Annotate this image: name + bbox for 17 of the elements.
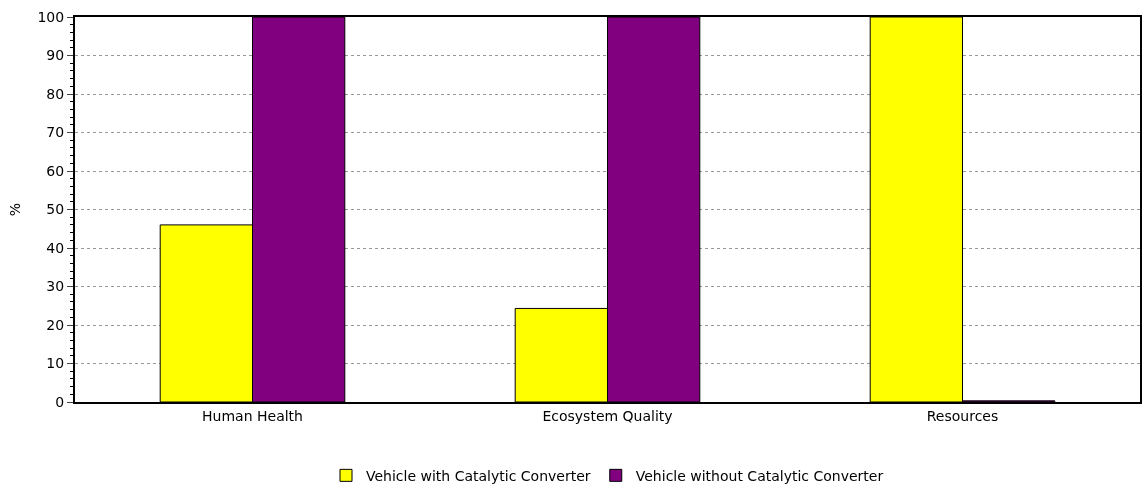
x-tick-label: Human Health xyxy=(202,407,303,424)
legend-label: Vehicle with Catalytic Converter xyxy=(366,467,591,484)
y-tick-label: 100 xyxy=(37,8,65,25)
x-tick-label: Resources xyxy=(926,407,999,424)
y-tick-label: 80 xyxy=(46,85,65,102)
y-tick-label: 10 xyxy=(46,355,65,372)
y-tick-label: 0 xyxy=(55,393,65,410)
y-tick-label: 60 xyxy=(46,162,65,179)
y-tick-label: 20 xyxy=(46,316,65,333)
y-axis-title: % xyxy=(6,202,23,217)
y-tick-label: 90 xyxy=(46,47,65,64)
y-tick-label: 70 xyxy=(46,124,65,141)
y-tick-label: 40 xyxy=(46,239,65,256)
y-tick-label: 30 xyxy=(46,278,65,295)
legend-label: Vehicle without Catalytic Converter xyxy=(635,467,884,484)
x-tick-label: Ecosystem Quality xyxy=(542,407,673,424)
y-tick-label: 50 xyxy=(46,201,65,218)
